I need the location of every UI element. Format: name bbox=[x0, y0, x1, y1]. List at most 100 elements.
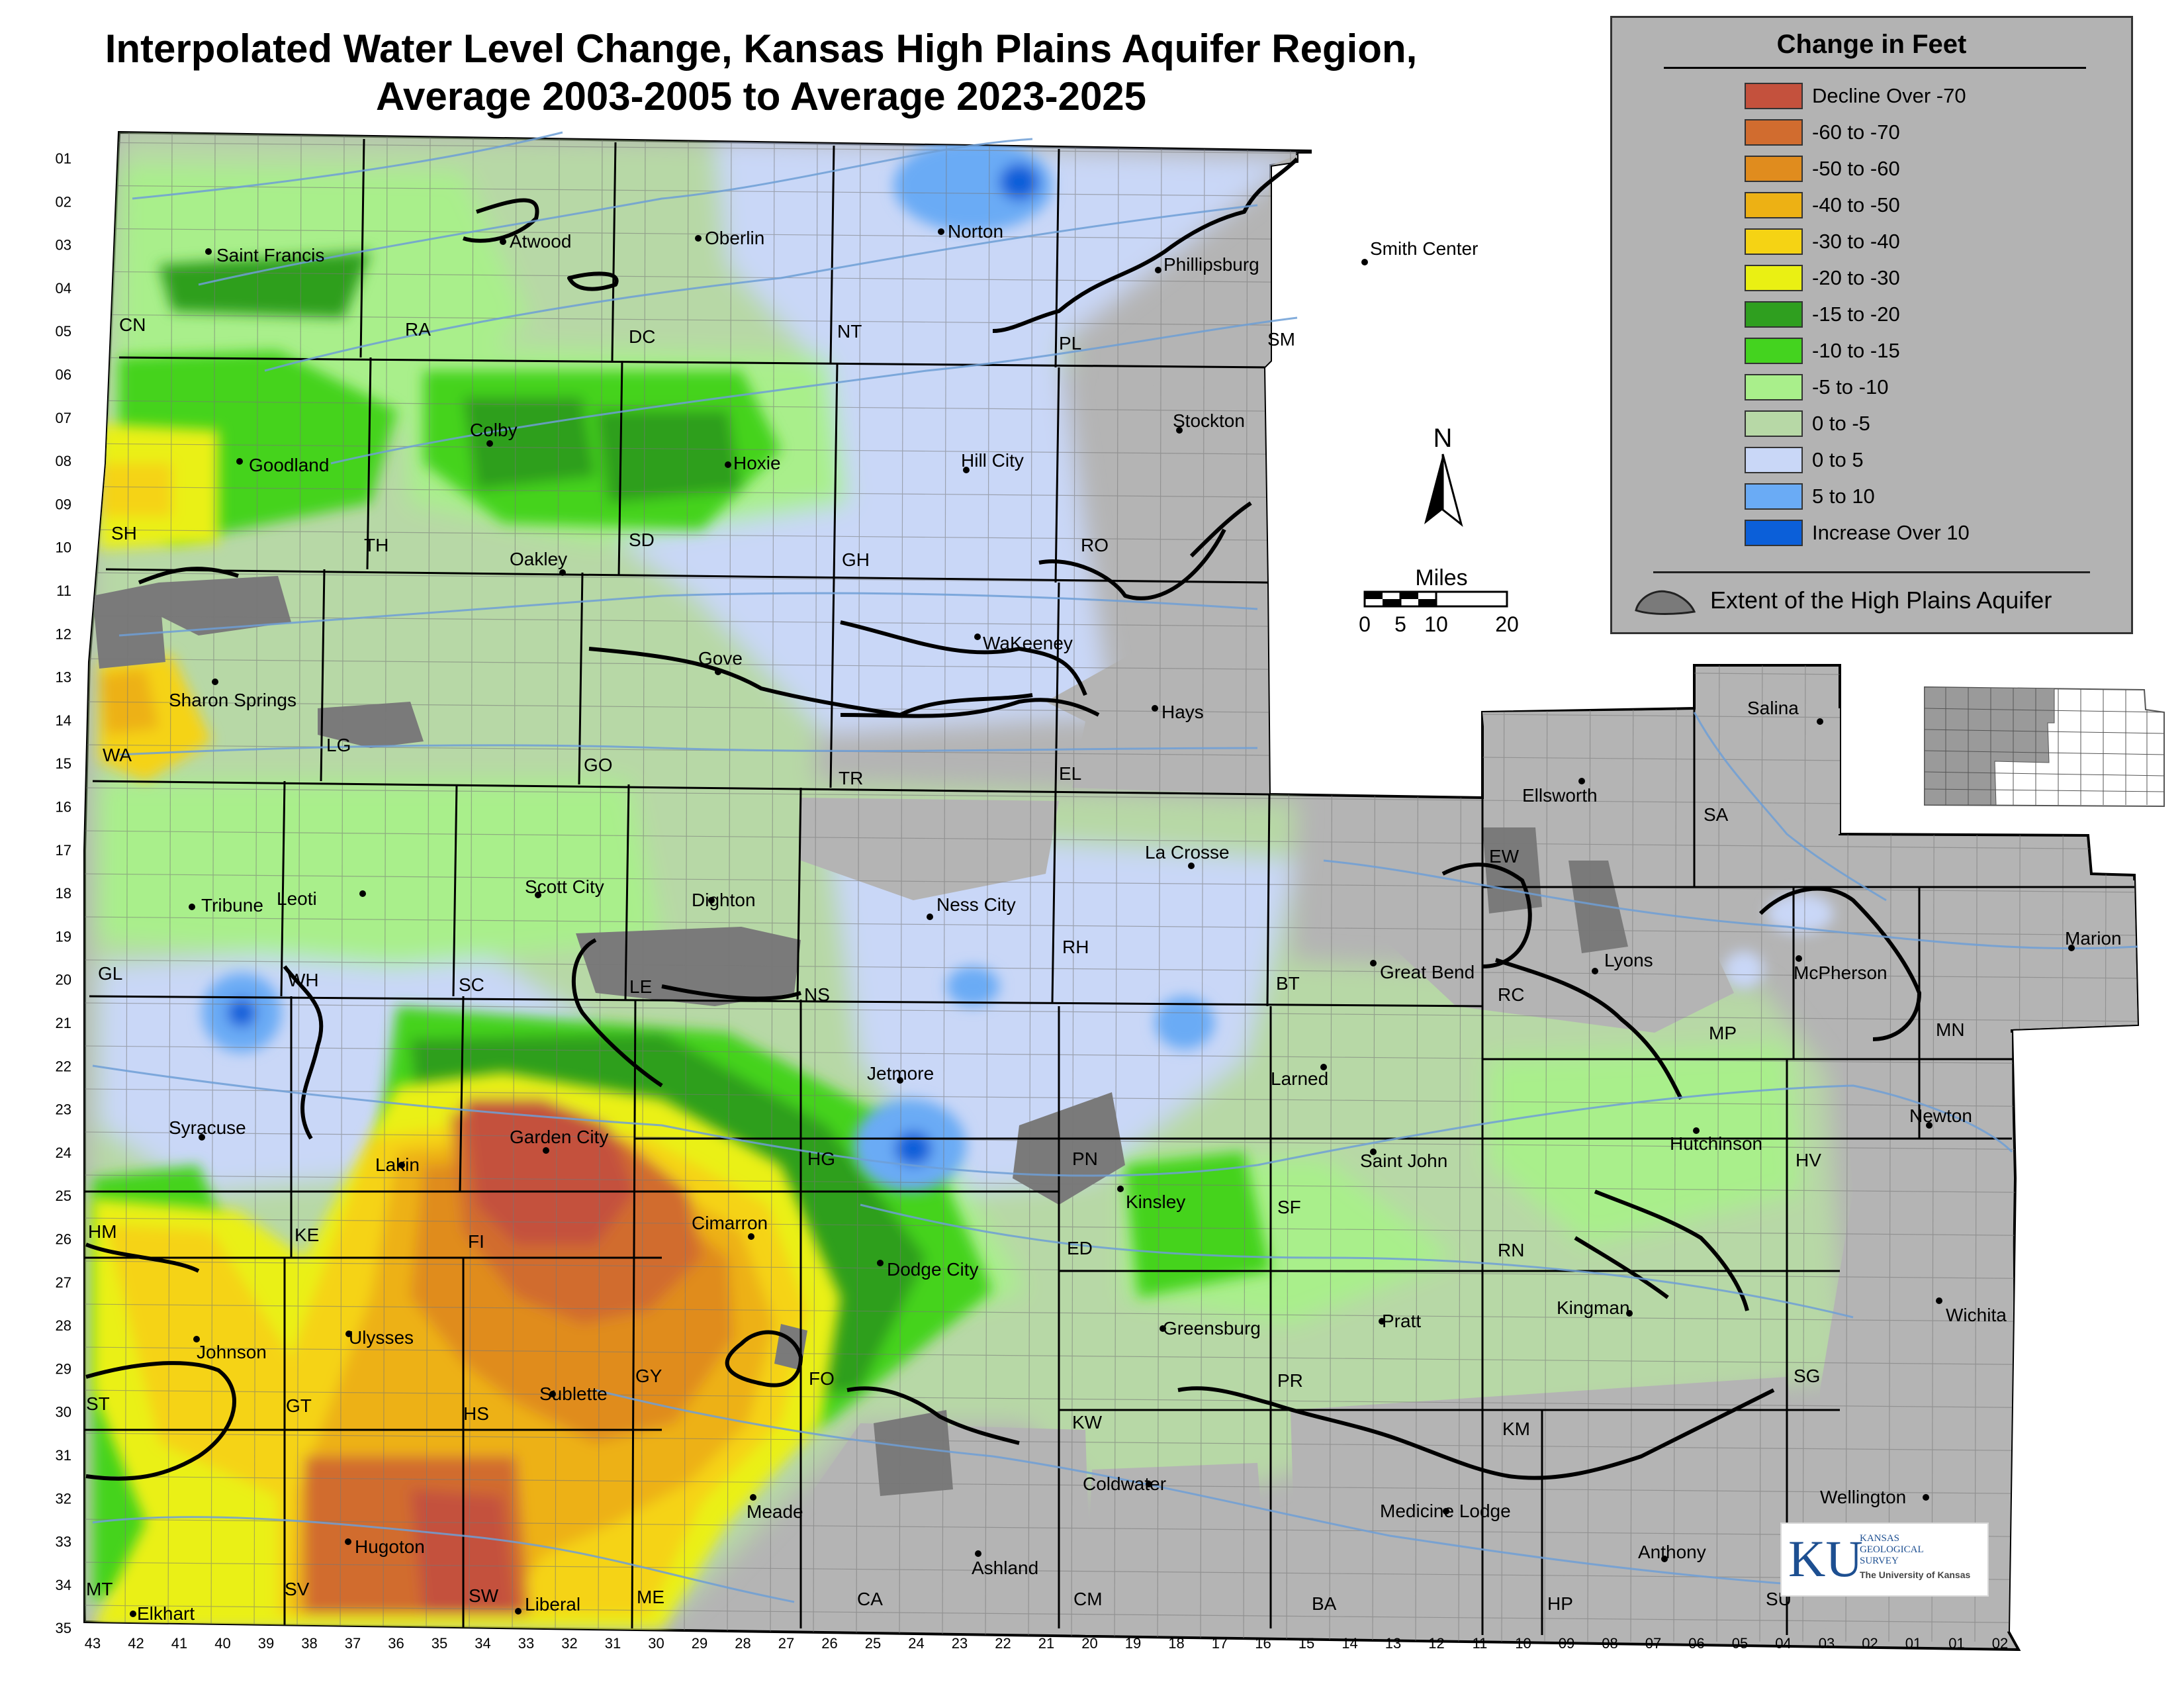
city-name: Gove bbox=[698, 648, 743, 669]
north-arrow-label: N bbox=[1433, 424, 1453, 453]
county-code: GH bbox=[842, 549, 870, 570]
range-label: 19 bbox=[1125, 1635, 1141, 1652]
city-name: Greensburg bbox=[1163, 1318, 1261, 1338]
city-marker: Atwood bbox=[500, 231, 571, 252]
range-label: 35 bbox=[432, 1635, 447, 1652]
city-marker: Kinsley bbox=[1117, 1186, 1185, 1212]
legend-label: -60 to -70 bbox=[1812, 120, 1900, 144]
legend-label: -30 to -40 bbox=[1812, 230, 1900, 253]
city-dot bbox=[1626, 1310, 1633, 1317]
county-code: BA bbox=[1312, 1593, 1337, 1614]
township-label: 15 bbox=[56, 755, 71, 772]
township-label: 03 bbox=[56, 237, 71, 254]
city-marker: WaKeeney bbox=[974, 633, 1073, 653]
legend-extent-label: Extent of the High Plains Aquifer bbox=[1710, 586, 2052, 614]
legend-item: -15 to -20 bbox=[1745, 300, 1900, 329]
city-name: Anthony bbox=[1638, 1542, 1706, 1562]
north-arrow-icon bbox=[1424, 453, 1463, 527]
township-label: 26 bbox=[56, 1231, 71, 1248]
city-marker: Lakin bbox=[375, 1154, 420, 1175]
county-code: SC bbox=[459, 974, 484, 995]
legend-swatch bbox=[1745, 483, 1803, 510]
legend-label: -5 to -10 bbox=[1812, 375, 1889, 399]
city-name: Syracuse bbox=[169, 1117, 246, 1138]
city-name: Oakley bbox=[510, 549, 567, 569]
county-code: SH bbox=[111, 523, 137, 543]
map-title-line1: Interpolated Water Level Change, Kansas … bbox=[105, 26, 1418, 71]
city-name: Hugoton bbox=[355, 1536, 425, 1557]
city-marker: Gove bbox=[698, 648, 743, 675]
ku-geological-survey-logo: KU KANSAS GEOLOGICAL SURVEY The Universi… bbox=[1780, 1523, 1989, 1597]
city-marker: Oberlin bbox=[695, 228, 764, 248]
city-marker: La Crosse bbox=[1145, 842, 1230, 869]
city-name: Hill City bbox=[961, 450, 1024, 471]
range-label: 13 bbox=[1385, 1635, 1401, 1652]
scale-bar-graphic: Miles 0 5 10 20 bbox=[1359, 565, 1519, 636]
range-label: 27 bbox=[778, 1635, 794, 1652]
scale-tick: 0 bbox=[1359, 612, 1371, 636]
legend-divider bbox=[1653, 571, 2090, 573]
city-marker: Syracuse bbox=[169, 1117, 246, 1141]
range-label: 18 bbox=[1168, 1635, 1184, 1652]
township-label: 01 bbox=[56, 150, 71, 167]
city-name: Kinsley bbox=[1126, 1192, 1185, 1212]
city-dot bbox=[543, 1147, 549, 1154]
scale-tick: 20 bbox=[1495, 612, 1519, 636]
city-marker: McPherson bbox=[1794, 955, 1888, 983]
county-code: SD bbox=[629, 530, 655, 550]
township-label: 06 bbox=[56, 367, 71, 383]
city-marker: Phillipsburg bbox=[1155, 254, 1259, 275]
county-code: KW bbox=[1072, 1412, 1103, 1432]
city-dot bbox=[2068, 945, 2075, 951]
range-label: 03 bbox=[1819, 1635, 1835, 1652]
county-code: SG bbox=[1794, 1366, 1820, 1386]
legend-label: -40 to -50 bbox=[1812, 193, 1900, 216]
range-labels: 43 42 41 40 39 38 37 36 35 34 33 32 31 30 29 28 27 26 25 24… bbox=[85, 1635, 2008, 1652]
scale-tick: 5 bbox=[1394, 612, 1406, 636]
city-name: Elkhart bbox=[137, 1603, 195, 1624]
map-title-line2: Average 2003-2005 to Average 2023-2025 bbox=[375, 74, 1147, 118]
city-name: Sharon Springs bbox=[169, 690, 296, 710]
legend-label: -10 to -15 bbox=[1812, 339, 1900, 362]
city-name: Wellington bbox=[1820, 1487, 1906, 1507]
map-title: Interpolated Water Level Change, Kansas … bbox=[0, 25, 1522, 120]
range-label: 31 bbox=[605, 1635, 621, 1652]
range-label: 12 bbox=[1428, 1635, 1444, 1652]
county-code: FO bbox=[809, 1368, 835, 1389]
range-label: 25 bbox=[865, 1635, 881, 1652]
city-name: Wichita bbox=[1946, 1305, 2007, 1325]
city-dot bbox=[486, 440, 493, 447]
range-label: 06 bbox=[1688, 1635, 1704, 1652]
legend-item: 0 to -5 bbox=[1745, 409, 1870, 438]
legend-swatch bbox=[1745, 228, 1803, 255]
city-name: Salina bbox=[1747, 698, 1799, 718]
county-code: ME bbox=[637, 1587, 664, 1607]
range-label: 40 bbox=[214, 1635, 230, 1652]
range-label: 16 bbox=[1255, 1635, 1271, 1652]
township-label: 13 bbox=[56, 669, 71, 686]
aquifer-boundary bbox=[85, 157, 1921, 1481]
range-label: 01 bbox=[1905, 1635, 1921, 1652]
city-name: Medicine Lodge bbox=[1380, 1501, 1511, 1521]
county-code: RN bbox=[1498, 1240, 1524, 1260]
city-name: Saint Francis bbox=[216, 245, 324, 265]
city-dot bbox=[205, 248, 212, 255]
city-dot bbox=[1936, 1297, 1942, 1304]
range-label: 15 bbox=[1298, 1635, 1314, 1652]
city-dot bbox=[715, 669, 721, 675]
legend: Change in Feet Decline Over -70 -60 to -7… bbox=[1610, 16, 2133, 634]
city-marker: Larned bbox=[1271, 1064, 1328, 1089]
city-name: Liberal bbox=[525, 1594, 580, 1615]
range-label: 11 bbox=[1473, 1635, 1488, 1652]
city-name: Marion bbox=[2065, 928, 2122, 949]
legend-swatch bbox=[1745, 520, 1803, 546]
legend-label: -50 to -60 bbox=[1812, 157, 1900, 180]
city-name: Goodland bbox=[249, 455, 329, 475]
city-name: Johnson bbox=[197, 1342, 267, 1362]
rivers bbox=[92, 131, 2138, 1603]
township-label: 09 bbox=[56, 496, 71, 512]
county-code: LE bbox=[629, 976, 652, 997]
city-marker: Marion bbox=[2065, 928, 2122, 951]
ku-logo-letters: KU bbox=[1788, 1530, 1863, 1587]
city-name: Coldwater bbox=[1083, 1474, 1166, 1494]
